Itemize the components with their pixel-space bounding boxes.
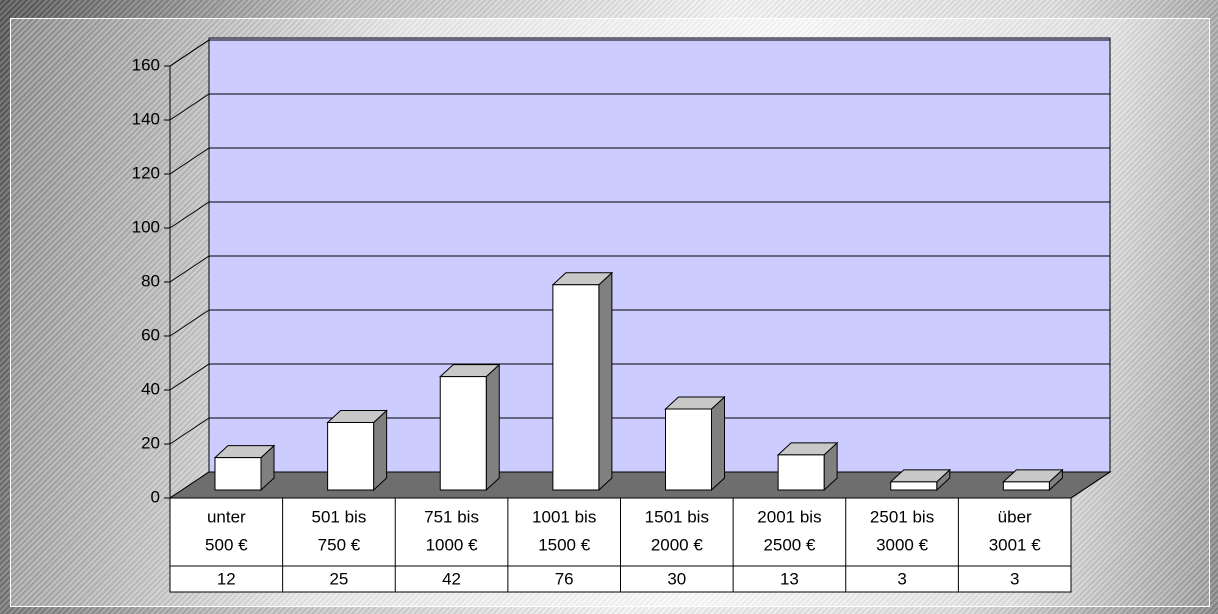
category-label: 1501 bis bbox=[645, 507, 709, 526]
category-label: 750 € bbox=[318, 535, 361, 554]
bar-side bbox=[711, 395, 725, 492]
bar-front bbox=[665, 408, 712, 491]
bar-front bbox=[439, 376, 487, 491]
bar-front bbox=[552, 284, 600, 491]
category-label: 3001 € bbox=[989, 535, 1042, 554]
y-tick-label: 120 bbox=[132, 163, 160, 182]
bar bbox=[1002, 468, 1064, 492]
category-label: 500 € bbox=[205, 535, 248, 554]
grid-line bbox=[169, 363, 1110, 391]
category-label: 2001 bis bbox=[757, 507, 821, 526]
bar-side bbox=[598, 271, 613, 492]
category-label: 1500 € bbox=[538, 535, 591, 554]
category-label: 751 bis bbox=[424, 507, 479, 526]
category-label: 2500 € bbox=[763, 535, 816, 554]
category-label: 2000 € bbox=[651, 535, 704, 554]
table-value: 13 bbox=[780, 569, 799, 588]
y-tick-label: 60 bbox=[141, 325, 160, 344]
y-tick-label: 160 bbox=[132, 55, 160, 74]
category-label: 1000 € bbox=[426, 535, 479, 554]
grid-line bbox=[169, 39, 1110, 67]
y-tick-label: 20 bbox=[141, 433, 160, 452]
grid-line bbox=[169, 93, 1110, 121]
y-tick-label: 40 bbox=[141, 379, 160, 398]
category-label: 1001 bis bbox=[532, 507, 596, 526]
category-label: 501 bis bbox=[312, 507, 367, 526]
bar bbox=[326, 409, 388, 492]
bar-side bbox=[485, 363, 500, 492]
table-value: 42 bbox=[442, 569, 461, 588]
grid-line bbox=[169, 147, 1110, 175]
grid-line bbox=[169, 309, 1110, 337]
bar-front bbox=[214, 457, 262, 491]
bar-side bbox=[373, 409, 388, 492]
grid-line bbox=[169, 417, 1110, 445]
y-tick-label: 140 bbox=[132, 109, 160, 128]
bar-front bbox=[327, 422, 375, 491]
bar bbox=[664, 395, 726, 492]
bar-front bbox=[777, 454, 825, 491]
y-tick-label: 100 bbox=[132, 217, 160, 236]
category-label: unter bbox=[207, 507, 246, 526]
bar bbox=[551, 271, 614, 492]
bar bbox=[213, 444, 276, 492]
table-value: 30 bbox=[667, 569, 686, 588]
bar-front bbox=[890, 481, 938, 491]
bar bbox=[889, 468, 952, 492]
bar bbox=[776, 441, 839, 492]
table-edge bbox=[1070, 471, 1111, 499]
category-label: 3000 € bbox=[876, 535, 929, 554]
y-tick-label: 0 bbox=[151, 487, 160, 506]
y-tick-label: 80 bbox=[141, 271, 160, 290]
grid-line bbox=[169, 255, 1110, 283]
bar-front bbox=[1002, 481, 1050, 491]
table-value: 12 bbox=[217, 569, 236, 588]
table-value: 76 bbox=[555, 569, 574, 588]
table-value: 3 bbox=[897, 569, 906, 588]
floor bbox=[168, 471, 1112, 499]
table-value: 25 bbox=[329, 569, 348, 588]
category-label: 2501 bis bbox=[870, 507, 934, 526]
back-wall bbox=[208, 37, 1111, 473]
category-label: über bbox=[998, 507, 1032, 526]
bar bbox=[438, 363, 501, 492]
table-value: 3 bbox=[1010, 569, 1019, 588]
grid-line bbox=[169, 201, 1110, 229]
